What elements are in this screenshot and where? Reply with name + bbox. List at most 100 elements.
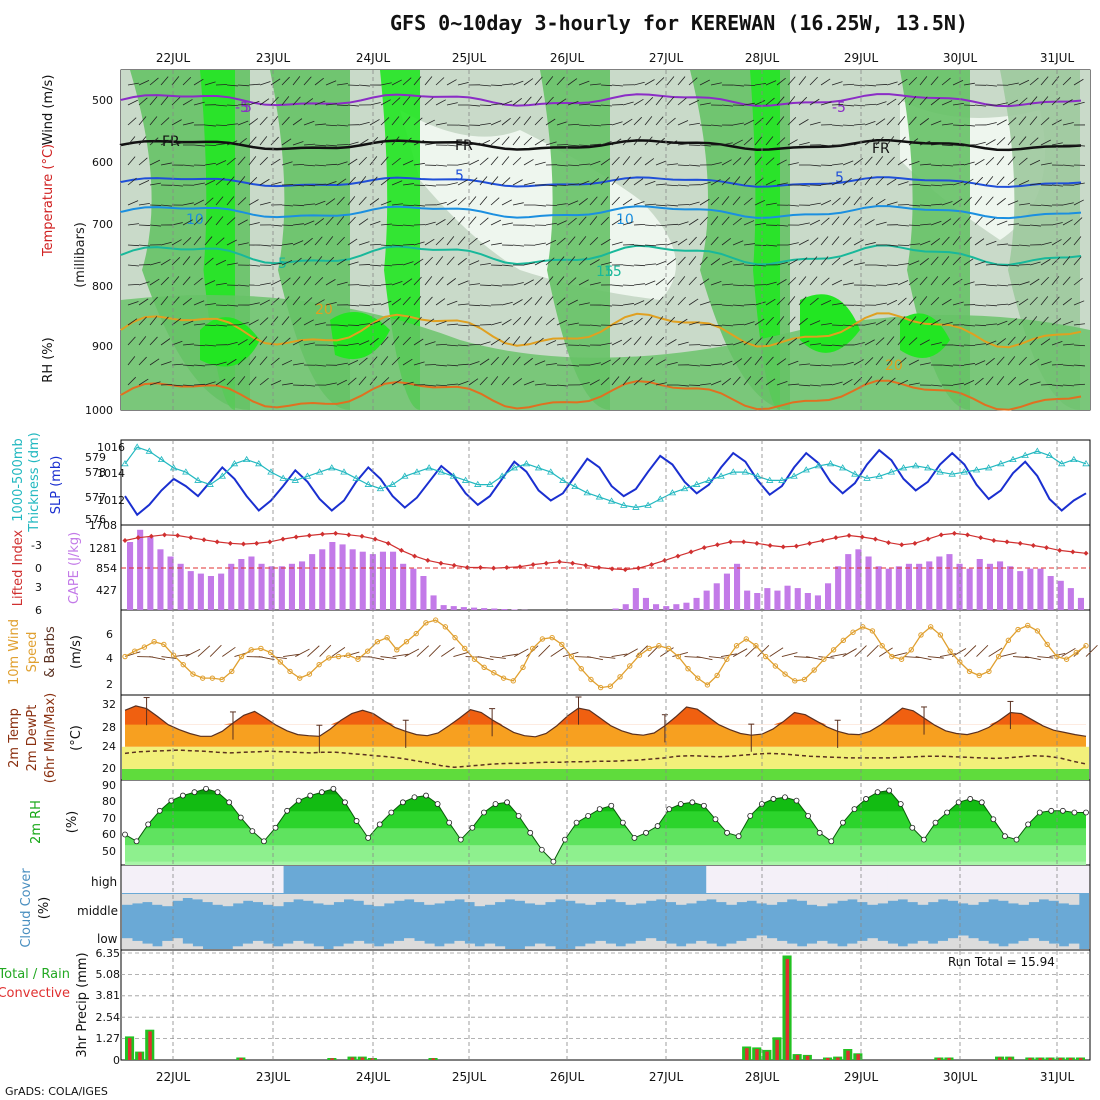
cloud-low-fill	[545, 946, 556, 949]
cape-bar	[784, 585, 791, 610]
rh-marker	[735, 833, 742, 840]
wind-barb	[853, 359, 864, 366]
wind-barb	[611, 322, 623, 326]
wind-barb	[897, 336, 906, 346]
thickness-marker	[364, 480, 372, 487]
wind-barb	[215, 304, 228, 306]
wind-barb	[215, 237, 225, 246]
wind-barb	[589, 237, 599, 246]
rh-marker	[261, 838, 267, 845]
wind-barb	[622, 303, 634, 306]
cloud-low-fill	[696, 940, 707, 949]
cape-bar	[926, 561, 933, 610]
cloud-high-clear	[202, 866, 214, 893]
wind-barb	[600, 304, 612, 307]
rh-marker	[388, 809, 395, 816]
wind-barb	[435, 201, 447, 206]
wind-barb	[435, 298, 446, 306]
wind-barb	[886, 201, 898, 206]
wind-barb	[776, 137, 786, 146]
cape-bar	[845, 554, 852, 610]
wind-barb	[732, 176, 741, 186]
wind-barb	[963, 216, 972, 226]
wind-barb	[710, 280, 722, 286]
wind-barb	[633, 98, 644, 106]
wind-barb	[1007, 82, 1019, 86]
cloud-low-fill	[635, 940, 647, 949]
wind-barb	[976, 645, 989, 657]
cloud-high-clear	[887, 866, 899, 893]
wind-barb	[479, 84, 491, 87]
cloud-high-clear	[263, 866, 274, 893]
wind-barb	[1040, 162, 1052, 166]
wind-barb	[1029, 116, 1038, 126]
wind-speed-marker	[937, 632, 944, 638]
wind-barb	[336, 196, 345, 206]
wind-barb	[259, 244, 271, 247]
wind-barb	[600, 377, 610, 386]
precip-conv-bar	[330, 1058, 334, 1060]
wind-speed-marker	[306, 671, 313, 677]
wind-barb	[325, 103, 337, 106]
wind-barb	[226, 358, 237, 366]
wind-barb	[644, 280, 656, 286]
thickness-marker	[474, 480, 482, 487]
wind-barb	[886, 299, 898, 306]
wind-barb	[666, 339, 677, 346]
cloud-high-clear	[847, 866, 858, 893]
wind-barb	[314, 144, 326, 147]
wind-barb	[457, 81, 469, 86]
wind-barb	[853, 304, 865, 307]
wind-barb	[1073, 236, 1082, 246]
contour-label: 5	[455, 168, 464, 184]
wind-speed-marker	[588, 676, 594, 683]
wind-barb	[633, 264, 646, 267]
wind-barb	[787, 117, 797, 126]
wind-barb	[292, 141, 304, 146]
wind-barb	[490, 356, 499, 366]
lifted-index-marker	[899, 542, 905, 548]
wind-barb	[853, 140, 865, 146]
cloud-middle-gap	[484, 894, 496, 905]
lifted-index-marker	[201, 537, 207, 543]
wind-barb	[402, 183, 414, 186]
wind-barb	[380, 136, 389, 146]
rh-marker	[793, 797, 800, 804]
wind-barb	[545, 340, 557, 346]
cape-bar	[329, 542, 336, 610]
cape-bar	[501, 609, 508, 610]
cloud-high-clear	[857, 866, 868, 893]
wind-barb	[941, 364, 953, 367]
wind-speed-marker	[248, 647, 254, 653]
wind-barb	[512, 336, 521, 346]
lifted-ytick: 6	[35, 604, 42, 617]
wind-barb	[413, 76, 422, 86]
wind-barb	[831, 124, 843, 127]
cape-bar	[673, 604, 680, 610]
wind-barb	[721, 378, 731, 386]
wind-barb	[380, 356, 389, 366]
wind-barb	[490, 120, 502, 126]
wind-barb	[699, 324, 712, 326]
thickness-marker	[668, 489, 677, 496]
wind-barb	[589, 124, 601, 127]
wind-barb	[237, 84, 249, 87]
cape-bar	[794, 588, 801, 610]
wind-barb	[369, 136, 379, 146]
cloud-middle-gap	[937, 894, 949, 900]
wind-speed-marker	[636, 652, 643, 658]
wind-barb	[743, 338, 754, 346]
wind-barb	[1062, 122, 1074, 126]
precip-ytick: 6.35	[96, 947, 121, 960]
wind-barb	[171, 97, 181, 106]
wind-barb	[534, 259, 545, 266]
wind-barb	[963, 324, 975, 327]
wind-barb	[578, 180, 590, 186]
cloud-low-fill	[162, 940, 173, 949]
wind-barb	[915, 656, 932, 661]
wind-barb	[644, 203, 656, 206]
isotherm-15	[120, 244, 1082, 266]
wind-barb	[985, 157, 995, 166]
wind-barb	[1051, 239, 1062, 246]
bottom-day-label: 23JUL	[256, 1070, 291, 1084]
